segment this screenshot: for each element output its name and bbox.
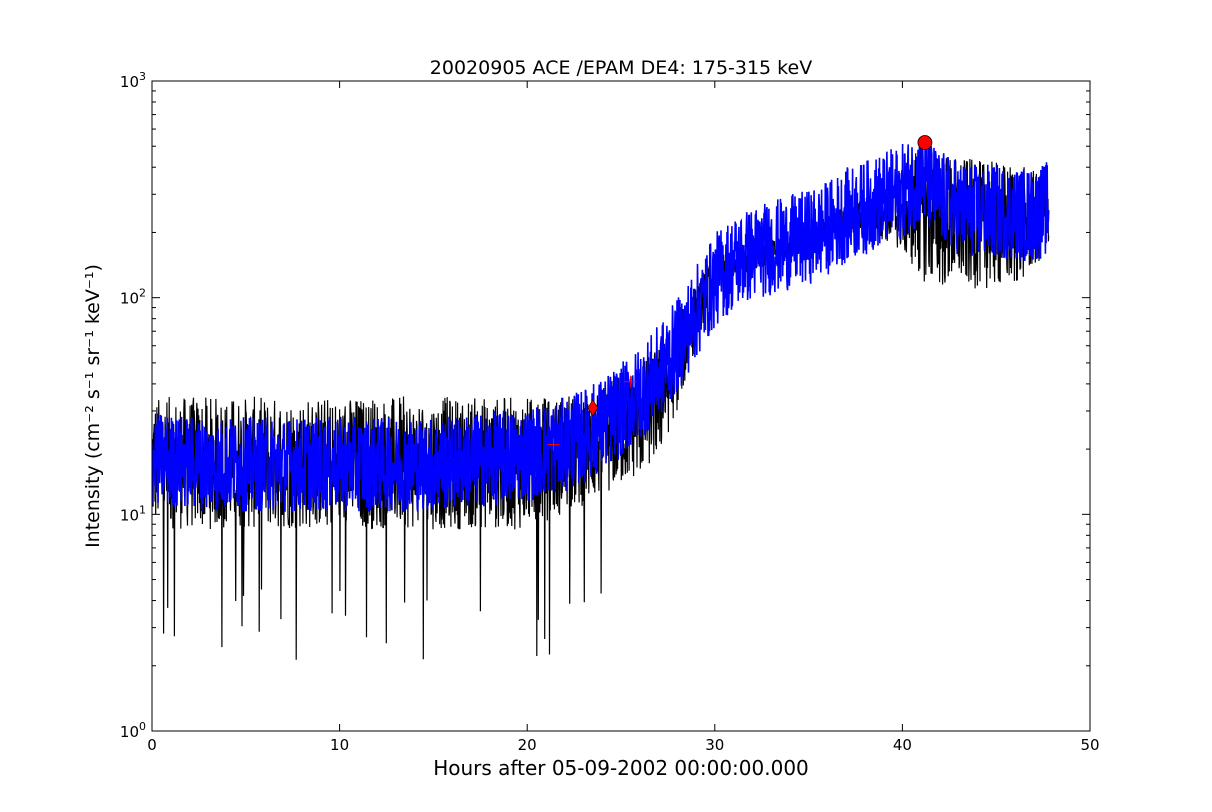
axes-frame bbox=[151, 80, 1091, 732]
x-tick-label: 40 bbox=[893, 736, 912, 754]
plot-area bbox=[152, 135, 1050, 660]
smoothed-intensity-series bbox=[152, 137, 1050, 512]
x-tick-label: 0 bbox=[147, 736, 157, 754]
y-tick-label: 102 bbox=[120, 287, 146, 308]
diamond-marker bbox=[587, 399, 599, 417]
y-tick-label: 103 bbox=[120, 70, 146, 91]
y-axis-label: Intensity (cm⁻² s⁻¹ sr⁻¹ keV⁻¹) bbox=[82, 264, 104, 548]
x-tick-label: 30 bbox=[705, 736, 724, 754]
x-tick-label: 50 bbox=[1080, 736, 1099, 754]
y-tick-label: 100 bbox=[120, 720, 146, 741]
y-tick-label: 101 bbox=[120, 503, 146, 524]
axis-ticks: 0 10 20 30 40 50 100 101 102 103 bbox=[120, 70, 1100, 754]
plus-marker bbox=[547, 438, 560, 451]
x-tick-label: 20 bbox=[518, 736, 537, 754]
x-axis-label: Hours after 05-09-2002 00:00:00.000 bbox=[433, 756, 809, 780]
chart-title: 20020905 ACE /EPAM DE4: 175-315 keV bbox=[430, 57, 812, 79]
x-tick-label: 10 bbox=[330, 736, 349, 754]
peak-circle-marker bbox=[917, 135, 933, 150]
plus-marker bbox=[624, 375, 637, 388]
